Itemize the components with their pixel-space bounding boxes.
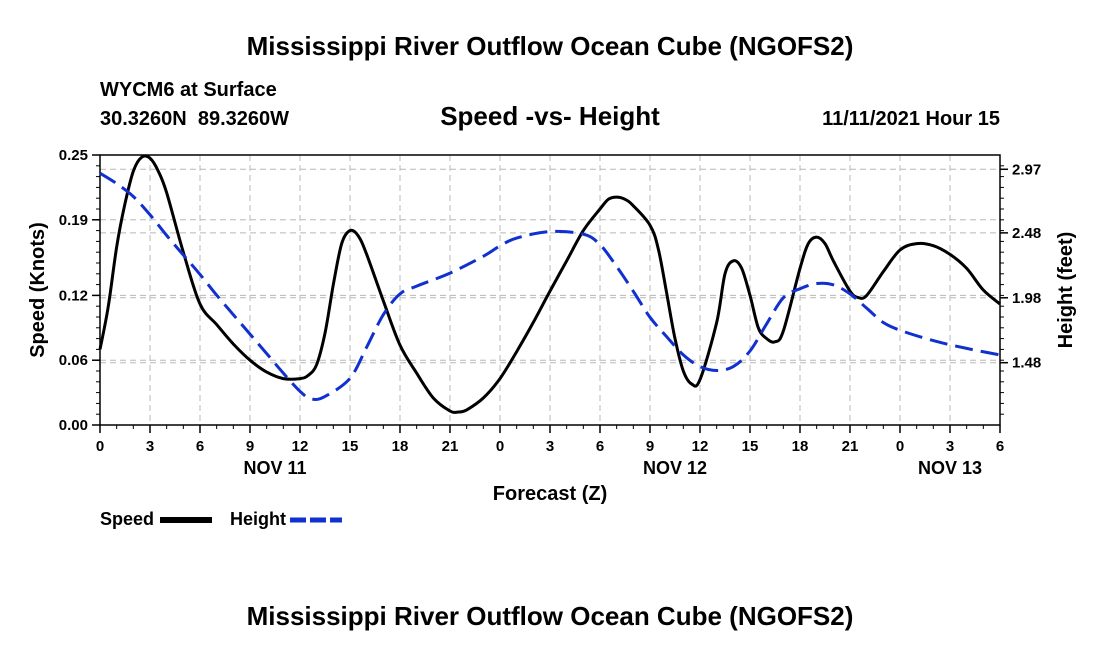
- x-tick-label: 6: [996, 438, 1004, 455]
- y-axis-label-left: Speed (Knots): [27, 222, 49, 358]
- x-tick-label: 12: [692, 438, 709, 455]
- y-tick-label-left: 0.00: [59, 417, 88, 434]
- y-tick-label-left: 0.06: [59, 352, 88, 369]
- x-tick-label: 21: [442, 438, 459, 455]
- datetime-label: 11/11/2021 Hour 15: [822, 108, 1000, 130]
- page-title-repeat: Mississippi River Outflow Ocean Cube (NG…: [247, 601, 854, 631]
- station-label: WYCM6 at Surface: [100, 79, 277, 101]
- axis-ticks: [92, 154, 1008, 433]
- legend: Speed Height: [100, 509, 342, 529]
- y-tick-label-left: 0.12: [59, 287, 88, 304]
- x-tick-label: 15: [342, 438, 359, 455]
- day-label: NOV 13: [918, 458, 982, 478]
- y-tick-label-left: 0.25: [59, 147, 88, 164]
- x-tick-label: 0: [896, 438, 904, 455]
- legend-label-height: Height: [230, 509, 286, 529]
- x-tick-label: 0: [496, 438, 504, 455]
- x-tick-label: 6: [596, 438, 604, 455]
- y-tick-label-left: 0.19: [59, 212, 88, 229]
- data-series: [98, 154, 1001, 414]
- y-tick-label-right: 2.48: [1012, 225, 1041, 242]
- x-tick-label: 18: [392, 438, 409, 455]
- coordinates-label: 30.3260N 89.3260W: [100, 108, 289, 130]
- x-tick-label: 9: [246, 438, 254, 455]
- x-tick-label: 21: [842, 438, 859, 455]
- y-tick-label-right: 1.98: [1012, 290, 1041, 307]
- page-title: Mississippi River Outflow Ocean Cube (NG…: [247, 31, 854, 61]
- x-tick-label: 0: [96, 438, 104, 455]
- y-axis-label-right: Height (feet): [1055, 232, 1077, 349]
- x-axis-label: Forecast (Z): [493, 483, 607, 505]
- x-tick-label: 3: [946, 438, 954, 455]
- x-tick-label: 3: [146, 438, 154, 455]
- x-tick-label: 15: [742, 438, 759, 455]
- x-tick-label: 6: [196, 438, 204, 455]
- series-line-speed: [98, 154, 1001, 414]
- x-tick-label: 9: [646, 438, 654, 455]
- y-tick-label-right: 2.97: [1012, 161, 1041, 178]
- chart-title: Speed -vs- Height: [440, 101, 660, 131]
- day-label: NOV 11: [243, 458, 306, 478]
- day-label: NOV 12: [643, 458, 707, 478]
- x-tick-label: 12: [292, 438, 309, 455]
- x-tick-label: 3: [546, 438, 554, 455]
- tick-labels: 0 3 6 9 12 15 18 21 0 3 6 9 12 15 18 21 0 3 6 NOV 11 NOV 12 N…: [59, 147, 1041, 478]
- legend-label-speed: Speed: [100, 509, 154, 529]
- series-line-height: [99, 171, 1001, 401]
- y-tick-label-right: 1.48: [1012, 355, 1041, 372]
- x-tick-label: 18: [792, 438, 809, 455]
